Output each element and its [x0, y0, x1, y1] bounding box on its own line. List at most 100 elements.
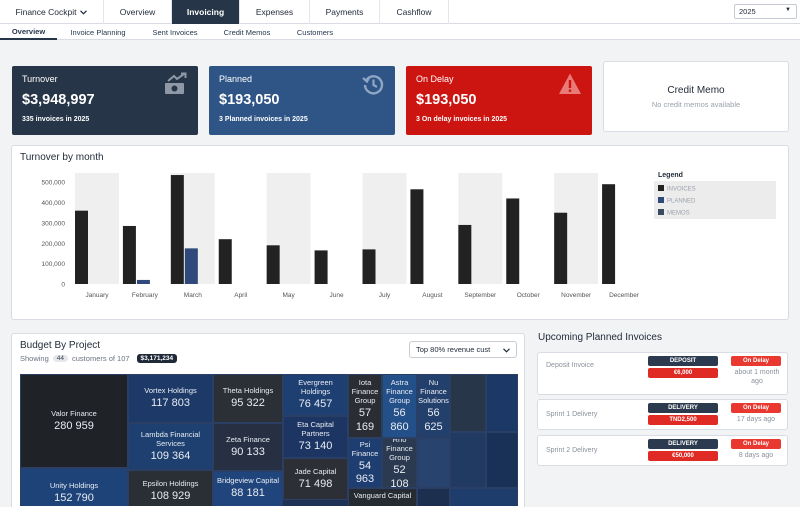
tab-cashflow[interactable]: Cashflow — [380, 0, 449, 24]
treemap-cell[interactable]: Vortex Holdings 117 803 — [128, 374, 213, 423]
legend-label: MEMOS — [667, 211, 690, 217]
treemap-cell[interactable]: Nu Finance Solutions 56 625 — [417, 374, 450, 438]
invoice-name: Sprint 1 Delivery — [546, 411, 598, 418]
treemap-cell[interactable]: Rho Finance Group 52 108 — [382, 438, 417, 488]
cell-name: Vanguard Capital — [353, 491, 412, 500]
x-tick-label: November — [561, 292, 592, 299]
filter-value: Top 80% revenue cust — [416, 345, 491, 354]
app-switcher[interactable]: Finance Cockpit — [0, 0, 104, 24]
subtab-sent-invoices[interactable]: Sent Invoices — [146, 24, 204, 40]
treemap-cell[interactable] — [450, 488, 518, 506]
treemap-cell[interactable] — [417, 438, 450, 488]
planned-bar[interactable] — [136, 279, 150, 284]
x-tick-label: December — [609, 292, 640, 299]
card-title: Credit Memo — [667, 85, 725, 96]
legend-swatch — [658, 185, 664, 191]
legend-box — [654, 181, 776, 219]
invoices-bar[interactable] — [170, 175, 184, 284]
treemap-cell[interactable]: Astra Finance Group 56 860 — [382, 374, 417, 438]
invoice-name: Deposit Invoice — [546, 362, 594, 369]
subtab-invoice-planning[interactable]: Invoice Planning — [62, 24, 134, 40]
card-subtitle: 335 invoices in 2025 — [22, 116, 90, 123]
year-select[interactable]: 2025 ▼ — [734, 4, 797, 19]
treemap-cell[interactable] — [486, 374, 518, 432]
invoices-bar[interactable] — [458, 224, 472, 284]
treemap-cell[interactable]: Valor Finance 280 959 — [20, 374, 128, 468]
cell-name: Psi Finance — [351, 439, 379, 458]
cell-value: 152 790 — [54, 492, 94, 504]
showing-label: Showing — [20, 354, 49, 363]
budget-title: Budget By Project — [20, 340, 101, 351]
invoice-type-badge: DELIVERY — [648, 403, 718, 413]
invoices-bar[interactable] — [266, 245, 280, 284]
invoices-bar[interactable] — [506, 198, 520, 284]
treemap-cell[interactable]: Zeta Finance 90 133 — [213, 423, 283, 471]
treemap-cell[interactable] — [417, 488, 450, 506]
brand-label: Finance Cockpit — [15, 7, 77, 17]
cell-value: 56 860 — [390, 407, 409, 433]
y-tick-label: 500,000 — [42, 180, 66, 187]
turnover-card: Turnover $3,948,997 335 invoices in 2025 — [12, 66, 198, 135]
treemap-cell[interactable]: Epsilon Holdings 108 929 — [128, 470, 213, 506]
treemap-cell[interactable]: Lambda Financial Services 109 364 — [128, 423, 213, 470]
cell-value: 57 169 — [355, 407, 375, 433]
upcoming-invoice-item[interactable]: Deposit Invoice DEPOSIT €6,000 On Delay … — [537, 352, 788, 395]
treemap-cell[interactable]: Bridgeview Capital 88 181 — [213, 471, 283, 506]
upcoming-invoice-item[interactable]: Sprint 2 Delivery DELIVERY €50,000 On De… — [537, 435, 788, 466]
status-badge: On Delay — [731, 439, 781, 449]
invoices-bar[interactable] — [314, 250, 328, 284]
tab-invoicing[interactable]: Invoicing — [172, 0, 240, 24]
x-tick-label: August — [422, 292, 442, 299]
treemap-cell[interactable] — [450, 432, 486, 488]
treemap-cell[interactable] — [486, 432, 518, 488]
cell-value: 117 803 — [151, 397, 190, 410]
treemap-cell[interactable]: Eta Capital Partners 73 140 — [283, 416, 348, 458]
treemap-cell[interactable]: Iota Finance Group 57 169 — [348, 374, 382, 438]
invoices-bar[interactable] — [75, 210, 88, 284]
cell-value: 90 133 — [231, 445, 265, 458]
cell-value: 95 322 — [231, 397, 265, 410]
cell-name: Vortex Holdings — [144, 386, 197, 396]
cell-name: Unity Holdings — [49, 481, 99, 490]
card-value: $193,050 — [219, 92, 280, 108]
invoices-bar[interactable] — [122, 225, 136, 284]
invoices-bar[interactable] — [362, 249, 376, 284]
year-value: 2025 — [739, 7, 756, 16]
status-badge: On Delay — [731, 356, 781, 366]
invoices-bar[interactable] — [218, 239, 232, 284]
customers-summary: Showing 44 customers of 107 $3,171,234 — [20, 354, 178, 363]
cell-name: Iota Finance Group — [351, 378, 379, 406]
tab-payments[interactable]: Payments — [310, 0, 380, 24]
tab-expenses[interactable]: Expenses — [240, 0, 310, 24]
tab-label: Cashflow — [396, 7, 432, 17]
treemap-cell[interactable]: Unity Holdings 152 790 — [20, 468, 128, 506]
subtab-customers[interactable]: Customers — [290, 24, 340, 40]
y-tick-label: 400,000 — [42, 200, 66, 207]
cell-value: 56 625 — [424, 407, 443, 433]
planned-bar[interactable] — [184, 248, 198, 284]
tab-overview[interactable]: Overview — [104, 0, 172, 24]
subtab-credit-memos[interactable]: Credit Memos — [216, 24, 278, 40]
invoices-bar[interactable] — [554, 212, 568, 284]
treemap-cell[interactable]: Psi Finance 54 963 — [348, 438, 382, 488]
cell-name: Theta Holdings — [222, 386, 274, 396]
upcoming-title: Upcoming Planned Invoices — [538, 332, 662, 343]
legend-swatch — [658, 197, 664, 203]
subtab-overview[interactable]: Overview — [0, 24, 57, 40]
treemap-cell[interactable] — [450, 374, 486, 432]
treemap-cell[interactable]: Vanguard Capital — [348, 488, 417, 506]
cell-name: Valor Finance — [51, 408, 97, 418]
y-tick-label: 0 — [61, 282, 65, 289]
treemap-cell[interactable]: Theta Holdings 95 322 — [213, 374, 283, 423]
cell-name: Zeta Finance — [226, 434, 270, 444]
x-tick-label: July — [379, 292, 391, 299]
invoices-bar[interactable] — [602, 184, 616, 284]
revenue-filter-select[interactable]: Top 80% revenue cust — [409, 341, 517, 358]
upcoming-invoice-item[interactable]: Sprint 1 Delivery DELIVERY TND2,500 On D… — [537, 399, 788, 430]
legend-title: Legend — [658, 172, 683, 179]
invoices-bar[interactable] — [410, 189, 424, 284]
invoice-type-badge: DEPOSIT — [648, 356, 718, 366]
treemap-cell[interactable]: Evergreen Holdings 76 457 — [283, 374, 348, 416]
treemap-cell[interactable]: Jade Capital 71 498 — [283, 458, 348, 500]
cell-name: Bridgeview Capital — [216, 476, 280, 485]
